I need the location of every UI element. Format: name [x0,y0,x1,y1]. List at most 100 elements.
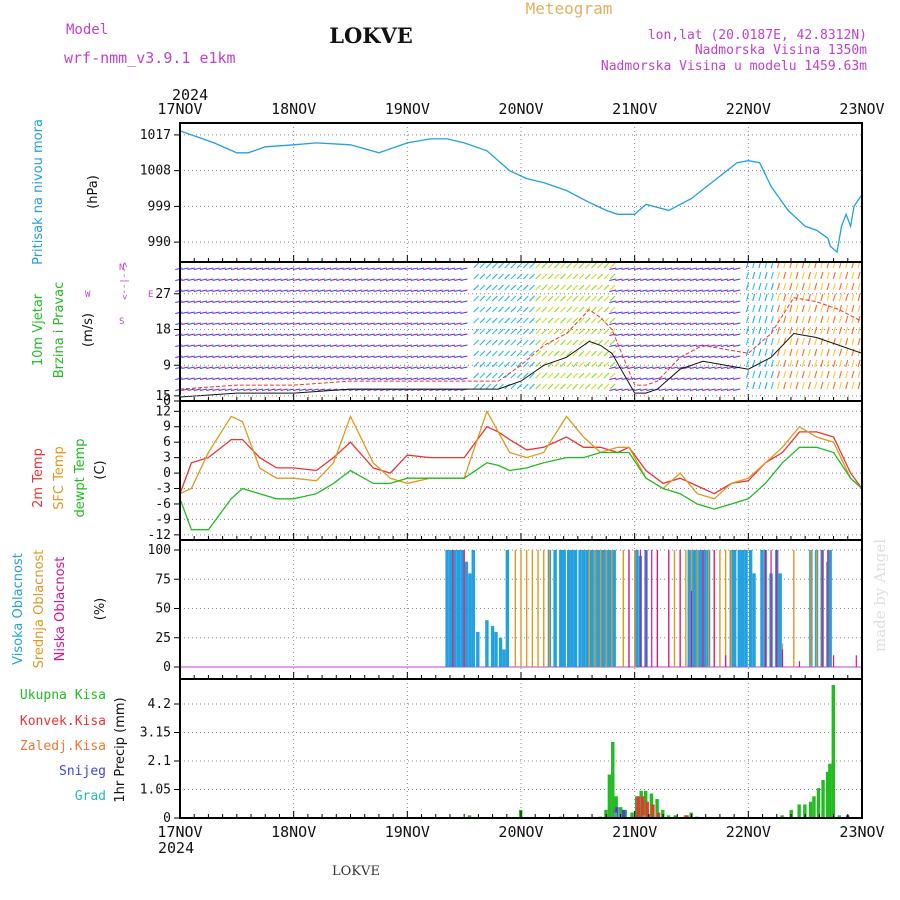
wind-vector [342,311,350,315]
wind-vector [274,311,282,315]
wind-vector [572,372,579,379]
wind-vector [224,388,232,392]
wind-vector [504,361,511,368]
precip-bar-total [797,804,801,818]
wind-vector [175,344,183,348]
wind-vector [379,322,387,326]
wind-vector [826,271,830,280]
wind-vector [832,315,836,324]
wind-vector [726,322,735,326]
wind-vector [348,289,356,293]
wind-vector [714,289,722,293]
wind-vector [633,366,642,370]
wind-vector [845,381,849,390]
altitude-info: Nadmorska Visina 1350m [695,43,867,58]
wind-vector [373,267,381,271]
wind-vector [181,278,189,282]
wind-vector [286,366,294,370]
wind-vector [423,289,431,293]
wind-vector [423,344,431,348]
wind-vector [323,344,332,348]
wind-vector [218,366,226,370]
wind-vector [416,322,425,326]
wind-vector [435,300,443,304]
cloud-bar-high [581,550,586,667]
wind-vector [695,388,704,392]
wind-vector [249,311,257,315]
wind-vector [572,383,579,390]
wind-vector [789,348,793,357]
wind-vector [274,377,282,381]
wind-vector [447,289,456,293]
wind-vector [410,300,418,304]
credit: made by Angel [871,539,889,652]
wind-vector [255,355,263,359]
wind-vector [752,381,756,390]
wind-vector [498,295,504,302]
wind-vector [435,278,443,282]
cloud-bar-high [505,550,510,667]
wind-vector [342,267,350,271]
wind-vector [342,333,350,337]
precip-bar-total [780,815,784,818]
wind-vector [311,388,319,392]
wind-vector [268,333,276,337]
wind-vector [447,366,456,370]
precip-ytick-label: 2.1 [148,754,171,769]
precip-bar-total [673,815,677,818]
cloud-bar-high [559,550,563,667]
wind-vector [299,289,307,293]
wind-vector [726,267,735,271]
legend-snow: Snijeg [59,764,106,779]
wind-vector [535,339,542,346]
wind-vector [609,289,617,293]
wind-vector [708,355,716,359]
wind-vector [603,262,610,269]
wind-ytick-label: 9 [163,358,171,373]
wind-vector [504,317,511,324]
wind-vector [330,322,338,326]
wind-vector [491,317,498,324]
wind-vector [441,289,449,293]
wind-vector [429,333,437,337]
wind-vector [504,284,511,291]
wind-vector [801,282,805,291]
cloud-bar-low [656,550,658,667]
wind-vector [708,300,716,304]
wind-vector [249,322,257,326]
cloud-ytick-label: 100 [148,543,171,558]
wind-vector [212,377,220,381]
wind-vector [199,344,208,348]
wind-vector [621,333,629,337]
wind-vector [361,366,369,370]
precip-ytick-label: 4.2 [148,697,171,712]
wind-vector [801,359,805,368]
wind-vector [814,304,818,313]
wind-vector [230,355,239,359]
wind-vector [385,289,394,293]
wind-vector [181,366,189,370]
wind-vector [323,289,332,293]
wind-vector [627,366,635,370]
wind-vector [516,361,523,368]
wind-vector [770,282,774,291]
wind-vector [280,311,288,315]
wind-vector [547,273,554,280]
wind-panel: 27 18 9 0 [155,260,863,409]
cloud-bar-mid [537,550,539,667]
wind-vector [776,293,781,302]
wind-vector [795,282,799,291]
wind-vector [435,333,443,337]
wind-vector [541,273,548,280]
precip-ytick-label: 3.15 [140,726,171,741]
wind-vector [311,322,319,326]
wind-vector [541,328,548,335]
cloud-bar-high [476,631,480,667]
wind-vector [361,322,369,326]
wind-vector [522,273,529,280]
wind-vector [280,388,288,392]
wind-vector [336,300,344,304]
wind-vector [367,267,375,271]
wind-vector [615,322,623,326]
wind-vector [603,372,610,379]
